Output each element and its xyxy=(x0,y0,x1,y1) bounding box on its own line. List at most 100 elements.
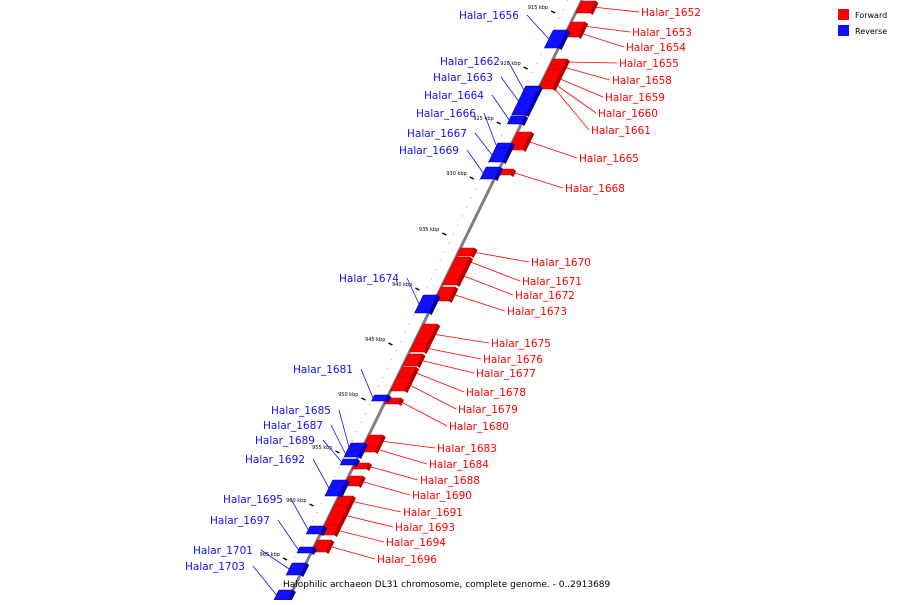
gene-label-halar-1697[interactable]: Halar_1697 xyxy=(210,515,270,527)
gene-label-halar-1679[interactable]: Halar_1679 xyxy=(458,404,518,416)
leader-line-halar-1671 xyxy=(467,260,521,282)
scale-tick-mark xyxy=(442,232,447,236)
gene-feature-halar-1669[interactable] xyxy=(479,166,504,181)
scale-tick-mark xyxy=(415,287,420,291)
gene-feature-halar-1670[interactable] xyxy=(456,247,478,258)
gene-label-halar-1696[interactable]: Halar_1696 xyxy=(377,554,437,566)
gene-feature-halar-1676[interactable] xyxy=(409,343,431,354)
gene-label-halar-1652[interactable]: Halar_1652 xyxy=(641,7,701,19)
gene-label-halar-1660[interactable]: Halar_1660 xyxy=(598,108,658,120)
gene-label-halar-1665[interactable]: Halar_1665 xyxy=(579,153,639,165)
gene-side xyxy=(354,459,361,467)
gene-label-halar-1687[interactable]: Halar_1687 xyxy=(263,420,323,432)
gene-feature-halar-1692[interactable] xyxy=(324,479,350,498)
gene-label-halar-1655[interactable]: Halar_1655 xyxy=(619,58,679,70)
gene-label-halar-1661[interactable]: Halar_1661 xyxy=(591,125,651,137)
legend-forward-label: Forward xyxy=(855,11,887,20)
gene-label-halar-1681[interactable]: Halar_1681 xyxy=(293,364,353,376)
gene-label-halar-1694[interactable]: Halar_1694 xyxy=(386,537,446,549)
gene-label-halar-1669[interactable]: Halar_1669 xyxy=(399,145,459,157)
leader-line-halar-1687 xyxy=(330,424,346,455)
gene-label-halar-1688[interactable]: Halar_1688 xyxy=(420,475,480,487)
gene-label-halar-1670[interactable]: Halar_1670 xyxy=(531,257,591,269)
gene-side xyxy=(325,540,335,554)
gene-feature-halar-1667[interactable] xyxy=(488,147,513,164)
leader-line-halar-1666 xyxy=(483,112,497,147)
leader-line-halar-1696 xyxy=(328,545,376,560)
gene-feature-halar-1677[interactable] xyxy=(402,353,426,368)
gene-feature-halar-1664[interactable] xyxy=(506,115,529,126)
legend: Forward Reverse xyxy=(838,9,887,36)
gene-side xyxy=(502,148,513,164)
scale-tick-label: 950 kbp xyxy=(338,392,358,398)
gene-label-halar-1677[interactable]: Halar_1677 xyxy=(476,368,536,380)
gene-feature-halar-1653[interactable] xyxy=(566,21,589,32)
gene-label-halar-1693[interactable]: Halar_1693 xyxy=(395,522,455,534)
scale-tick-label: 945 kbp xyxy=(365,337,385,343)
gene-side xyxy=(561,64,568,72)
gene-side xyxy=(558,30,571,50)
gene-feature-halar-1681[interactable] xyxy=(371,394,392,403)
leader-line-halar-1683 xyxy=(379,440,436,449)
gene-label-halar-1673[interactable]: Halar_1673 xyxy=(507,306,567,318)
gene-feature-halar-1652[interactable] xyxy=(575,0,599,15)
gene-label-halar-1672[interactable]: Halar_1672 xyxy=(515,290,575,302)
gene-label-halar-1666[interactable]: Halar_1666 xyxy=(416,108,476,120)
leader-line-halar-1676 xyxy=(425,347,482,360)
gene-label-halar-1675[interactable]: Halar_1675 xyxy=(491,338,551,350)
gene-label-halar-1703[interactable]: Halar_1703 xyxy=(185,561,245,573)
gene-label-halar-1691[interactable]: Halar_1691 xyxy=(403,507,463,519)
gene-label-halar-1685[interactable]: Halar_1685 xyxy=(271,405,331,417)
gene-feature-halar-1697[interactable] xyxy=(296,546,317,555)
gene-label-halar-1695[interactable]: Halar_1695 xyxy=(223,494,283,506)
gene-body xyxy=(339,458,358,466)
gene-label-halar-1653[interactable]: Halar_1653 xyxy=(632,27,692,39)
gene-side xyxy=(589,1,599,15)
scale-tick-mark xyxy=(550,10,556,14)
gene-feature-halar-1703[interactable] xyxy=(273,589,296,602)
gene-side xyxy=(448,287,459,303)
gene-feature-halar-1701[interactable] xyxy=(285,562,310,577)
gene-label-halar-1656[interactable]: Halar_1656 xyxy=(459,10,519,22)
gene-label-halar-1676[interactable]: Halar_1676 xyxy=(483,354,543,366)
gene-label-halar-1668[interactable]: Halar_1668 xyxy=(565,183,625,195)
gene-label-halar-1674[interactable]: Halar_1674 xyxy=(339,273,399,285)
gene-feature-halar-1689[interactable] xyxy=(339,458,361,467)
gene-feature-halar-1679[interactable] xyxy=(389,376,415,393)
gene-feature-halar-1685[interactable] xyxy=(346,442,368,453)
gene-label-halar-1664[interactable]: Halar_1664 xyxy=(424,90,484,102)
gene-label-halar-1663[interactable]: Halar_1663 xyxy=(433,72,493,84)
scale-layer: 915 kbp 920 kbp 925 kbp 930 kbp 935 kbp 940 k… xyxy=(260,0,569,601)
gene-feature-halar-1695[interactable] xyxy=(305,525,328,536)
gene-label-halar-1662[interactable]: Halar_1662 xyxy=(440,56,500,68)
gene-label-halar-1684[interactable]: Halar_1684 xyxy=(429,459,489,471)
gene-label-halar-1667[interactable]: Halar_1667 xyxy=(407,128,467,140)
gene-label-halar-1659[interactable]: Halar_1659 xyxy=(605,92,665,104)
gene-side xyxy=(416,354,426,368)
gene-feature-halar-1672[interactable] xyxy=(441,264,470,287)
gene-side xyxy=(423,344,431,354)
gene-label-halar-1690[interactable]: Halar_1690 xyxy=(412,490,472,502)
gene-label-halar-1680[interactable]: Halar_1680 xyxy=(449,421,509,433)
leader-line-halar-1688 xyxy=(367,465,419,481)
gene-feature-halar-1658[interactable] xyxy=(547,63,568,72)
gene-side xyxy=(374,446,381,454)
gene-label-halar-1654[interactable]: Halar_1654 xyxy=(626,42,686,54)
gene-feature-halar-1674[interactable] xyxy=(414,294,441,315)
gene-side xyxy=(525,87,543,117)
gene-label-halar-1658[interactable]: Halar_1658 xyxy=(612,75,672,87)
gene-label-halar-1692[interactable]: Halar_1692 xyxy=(245,454,305,466)
gene-label-halar-1671[interactable]: Halar_1671 xyxy=(522,276,582,288)
gene-label-halar-1701[interactable]: Halar_1701 xyxy=(193,545,253,557)
gene-label-halar-1678[interactable]: Halar_1678 xyxy=(466,387,526,399)
gene-feature-halar-1687[interactable] xyxy=(343,450,365,459)
gene-side xyxy=(494,167,504,181)
gene-label-halar-1689[interactable]: Halar_1689 xyxy=(255,435,315,447)
scale-tick-mark xyxy=(309,503,314,507)
gene-feature-halar-1663[interactable] xyxy=(511,86,543,117)
leader-line-halar-1662 xyxy=(507,60,525,91)
gene-label-halar-1683[interactable]: Halar_1683 xyxy=(437,443,497,455)
gene-feature-halar-1656[interactable] xyxy=(543,29,571,50)
leader-line-halar-1656 xyxy=(526,14,550,40)
